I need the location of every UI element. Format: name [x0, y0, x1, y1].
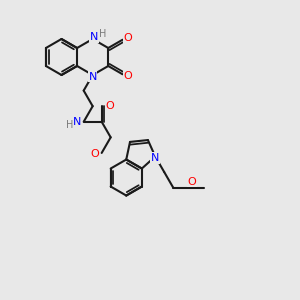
Text: H: H [66, 120, 73, 130]
Text: O: O [124, 71, 132, 81]
Text: N: N [73, 117, 81, 127]
Text: O: O [91, 148, 100, 158]
Text: O: O [124, 33, 132, 43]
Text: N: N [88, 71, 97, 82]
Text: O: O [188, 177, 196, 187]
Text: H: H [99, 28, 106, 39]
Text: N: N [151, 153, 159, 163]
Text: N: N [90, 32, 98, 43]
Text: O: O [106, 100, 115, 111]
